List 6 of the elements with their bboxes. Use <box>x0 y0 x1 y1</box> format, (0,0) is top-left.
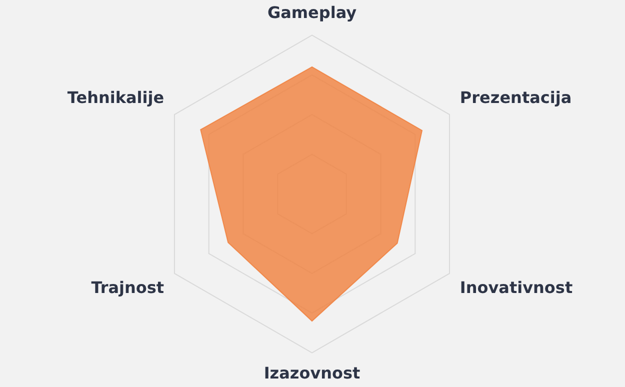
spoke-label: Gameplay <box>267 2 358 22</box>
spoke-label: Trajnost <box>91 278 164 298</box>
spoke-label: Tehnikalije <box>67 88 164 108</box>
spoke-label: Inovativnost <box>460 278 573 298</box>
spoke-label: Izazovnost <box>264 364 361 383</box>
spoke-label: Prezentacija <box>460 88 572 108</box>
